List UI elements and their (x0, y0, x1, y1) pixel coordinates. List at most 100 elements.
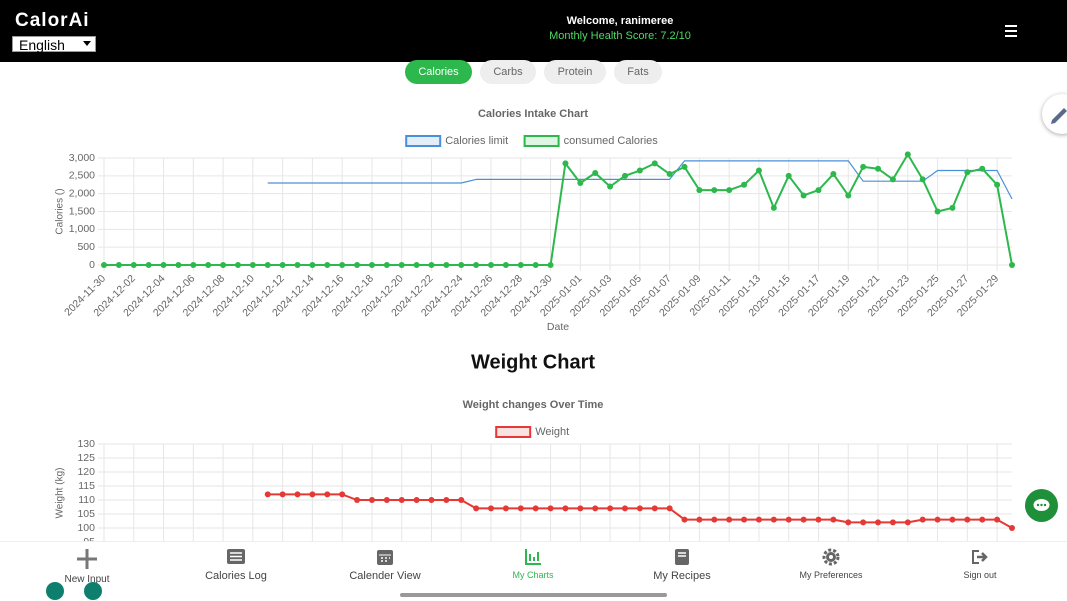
nav-item[interactable]: Calender View (325, 548, 445, 582)
pencil-icon (1051, 108, 1067, 124)
data-point (428, 262, 435, 268)
nav-item[interactable]: My Preferences (771, 548, 891, 580)
data-point (175, 262, 182, 268)
tab[interactable]: Carbs (480, 60, 536, 84)
nav-label: New Input (64, 574, 110, 585)
language-select[interactable]: English (12, 36, 96, 53)
data-point (845, 192, 852, 199)
data-point (711, 187, 718, 194)
nav-label: My Charts (512, 570, 554, 580)
data-point (904, 519, 911, 526)
data-point (443, 497, 450, 503)
data-point (562, 505, 569, 512)
nav-item[interactable]: My Recipes (622, 548, 742, 582)
logo: CalorAi (15, 10, 90, 31)
data-point (934, 516, 941, 523)
data-point (1009, 525, 1015, 531)
y-tick-label: 120 (77, 466, 95, 478)
data-point (651, 160, 658, 167)
nav-item[interactable]: Sign out (920, 548, 1040, 580)
data-point (889, 519, 896, 526)
data-point (339, 262, 346, 268)
nav-item[interactable]: Calories Log (176, 548, 296, 582)
tab[interactable]: Protein (544, 60, 606, 84)
data-point (577, 505, 584, 512)
y-axis-label: Weight (kg) (55, 468, 66, 519)
data-point (964, 516, 971, 523)
nav-label: My Recipes (653, 570, 711, 582)
nav-item[interactable]: New Input (27, 548, 147, 585)
series-line (267, 160, 1013, 200)
x-axis-label: Date (547, 321, 569, 333)
y-tick-label: 3,000 (69, 152, 95, 164)
data-point (845, 519, 852, 526)
bottom-nav: New Input Calories Log Calender View My … (0, 541, 1067, 601)
data-point (354, 262, 361, 268)
data-point (339, 491, 346, 498)
data-point (532, 262, 539, 268)
data-point (770, 516, 777, 523)
data-point (264, 491, 271, 498)
y-tick-label: 130 (77, 438, 95, 450)
data-point (830, 516, 837, 523)
edit-button[interactable] (1042, 94, 1067, 134)
data-point (875, 165, 882, 172)
data-point (517, 505, 524, 512)
data-point (383, 497, 390, 503)
y-axis-label: Calories () (55, 188, 66, 234)
data-point (696, 516, 703, 523)
data-point (666, 171, 673, 178)
data-point (919, 176, 926, 183)
header: CalorAi English Welcome, ranimeree Month… (0, 0, 1067, 62)
data-point (994, 181, 1001, 188)
data-point (636, 505, 643, 512)
legend-swatch (495, 426, 532, 438)
legend-label: Weight (535, 426, 569, 438)
data-point (547, 505, 554, 512)
data-point (621, 505, 628, 512)
tab[interactable]: Calories (405, 60, 472, 84)
y-tick-label: 500 (77, 241, 95, 253)
data-point (726, 516, 733, 523)
y-tick-label: 110 (78, 494, 95, 506)
data-point (785, 172, 792, 179)
data-point (398, 262, 405, 268)
data-point (681, 163, 688, 170)
y-tick-label: 115 (78, 480, 95, 492)
legend-label: consumed Calories (564, 135, 659, 147)
data-point (800, 516, 807, 523)
y-tick-label: 105 (77, 508, 95, 520)
data-point (979, 516, 986, 523)
data-point (800, 192, 807, 199)
data-point (651, 505, 658, 512)
chart-icon (525, 549, 541, 565)
data-point (860, 163, 867, 170)
series-line (104, 153, 1013, 266)
data-point (458, 497, 465, 503)
data-point (607, 183, 614, 190)
data-point (488, 505, 495, 512)
data-point (264, 262, 271, 268)
welcome: Welcome, ranimeree (566, 15, 674, 27)
data-point (473, 505, 480, 512)
nav-label: Calories Log (205, 570, 267, 582)
data-point (324, 491, 331, 498)
tab[interactable]: Fats (614, 60, 662, 84)
menu-button[interactable] (1005, 25, 1017, 40)
nav-label: Sign out (963, 570, 997, 580)
data-point (502, 505, 509, 512)
chat-icon (1033, 499, 1050, 511)
data-point (294, 262, 301, 268)
y-tick-label: 1,000 (69, 223, 95, 235)
decoration (46, 582, 64, 600)
data-point (517, 262, 524, 268)
legend-swatch (523, 135, 560, 147)
chat-button[interactable] (1025, 489, 1058, 522)
chart-title: Calories Intake Chart (478, 108, 588, 120)
data-point (755, 167, 762, 174)
data-point (532, 505, 539, 512)
nav-item[interactable]: My Charts (473, 548, 593, 580)
data-point (294, 491, 301, 498)
data-point (919, 516, 926, 523)
